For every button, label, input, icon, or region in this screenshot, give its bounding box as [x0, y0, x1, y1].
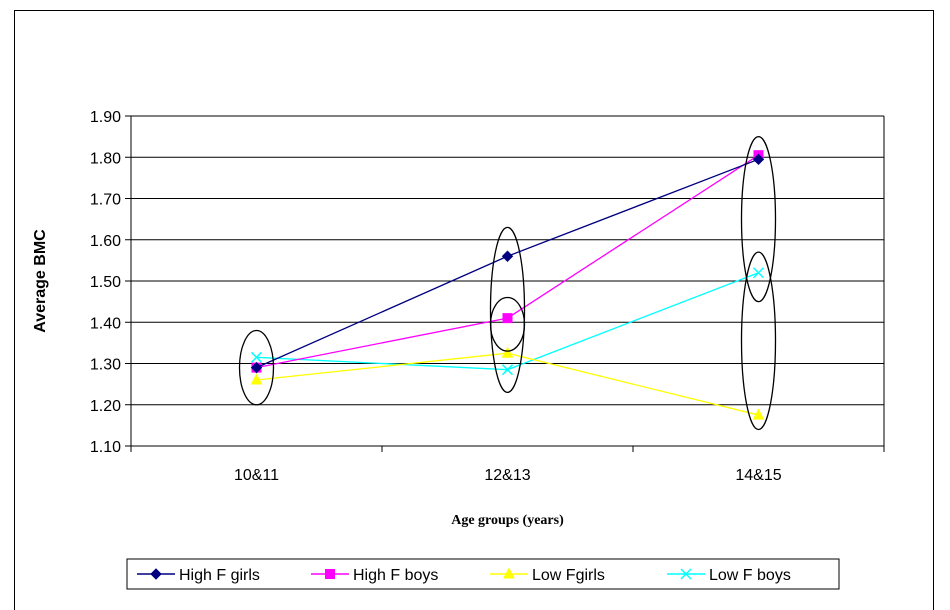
y-tick-label: 1.20	[90, 398, 121, 415]
legend-marker-low-fgirls	[503, 567, 515, 579]
data-point-low-fgirls	[250, 373, 263, 385]
series-group	[250, 150, 765, 420]
data-point-low-fgirls	[501, 346, 514, 358]
annotation-ellipse	[740, 135, 777, 303]
y-tick-label: 1.90	[90, 109, 121, 126]
data-point-high-f-girls	[501, 250, 514, 262]
legend-marker-high-f-boys	[325, 569, 335, 579]
annotation-ellipse	[489, 226, 526, 394]
axes	[125, 115, 885, 452]
line-chart: 1.10 1.20 1.30 1.40 1.50 1.60 1.70 1.80 1.90 10&…	[32, 109, 885, 590]
x-tick-label: 12&13	[484, 467, 530, 484]
data-point-high-f-girls	[752, 153, 765, 166]
y-tick-label: 1.60	[90, 233, 121, 250]
y-tick-label: 1.10	[90, 439, 121, 456]
x-tick-label: 10&11	[234, 467, 279, 484]
data-point-low-fgirls	[752, 408, 765, 420]
series-line-low-fgirls	[256, 352, 759, 416]
legend: High F girls High F boys Low Fgirls Low F b…	[126, 558, 840, 590]
y-tick-label: 1.40	[90, 315, 121, 332]
y-tick-label: 1.50	[90, 274, 121, 291]
x-tick-label: 14&15	[735, 467, 781, 484]
legend-box	[126, 558, 840, 590]
data-point-low-f-boys	[501, 364, 514, 376]
x-axis-label: Age groups (years)	[451, 513, 564, 528]
annotation-ellipse	[238, 329, 275, 406]
marker-stroke	[752, 267, 765, 279]
data-point-high-f-girls	[250, 361, 263, 374]
legend-label-low-fgirls: Low Fgirls	[532, 567, 605, 584]
legend-label-high-f-girls: High F girls	[179, 567, 260, 584]
series-line-high-f-girls	[256, 158, 759, 369]
chart-area: 1.10 1.20 1.30 1.40 1.50 1.60 1.70 1.80 1.90 10&…	[14, 10, 934, 610]
legend-marker-high-f-girls	[150, 568, 162, 580]
marker-stroke	[680, 568, 692, 580]
y-axis-label: Average BMC	[32, 229, 49, 333]
x-tick-labels: 10&11 12&13 14&15	[234, 467, 782, 484]
y-tick-label: 1.30	[90, 357, 121, 374]
annotation-ellipse	[489, 296, 526, 352]
legend-label-high-f-boys: High F boys	[353, 567, 438, 584]
y-tick-label: 1.70	[90, 192, 121, 209]
legend-label-low-f-boys: Low F boys	[709, 567, 791, 584]
legend-marker-low-f-boys	[680, 568, 692, 580]
data-point-low-f-boys	[250, 351, 263, 363]
marker-stroke	[250, 351, 263, 363]
marker-stroke	[501, 364, 514, 376]
data-point-high-f-boys	[502, 313, 513, 324]
y-tick-label: 1.80	[90, 150, 121, 167]
y-tick-labels: 1.10 1.20 1.30 1.40 1.50 1.60 1.70 1.80 1.90	[90, 109, 121, 456]
data-point-low-f-boys	[752, 267, 765, 279]
annotation-ellipse	[740, 251, 777, 431]
annotation-ellipses	[238, 135, 777, 431]
